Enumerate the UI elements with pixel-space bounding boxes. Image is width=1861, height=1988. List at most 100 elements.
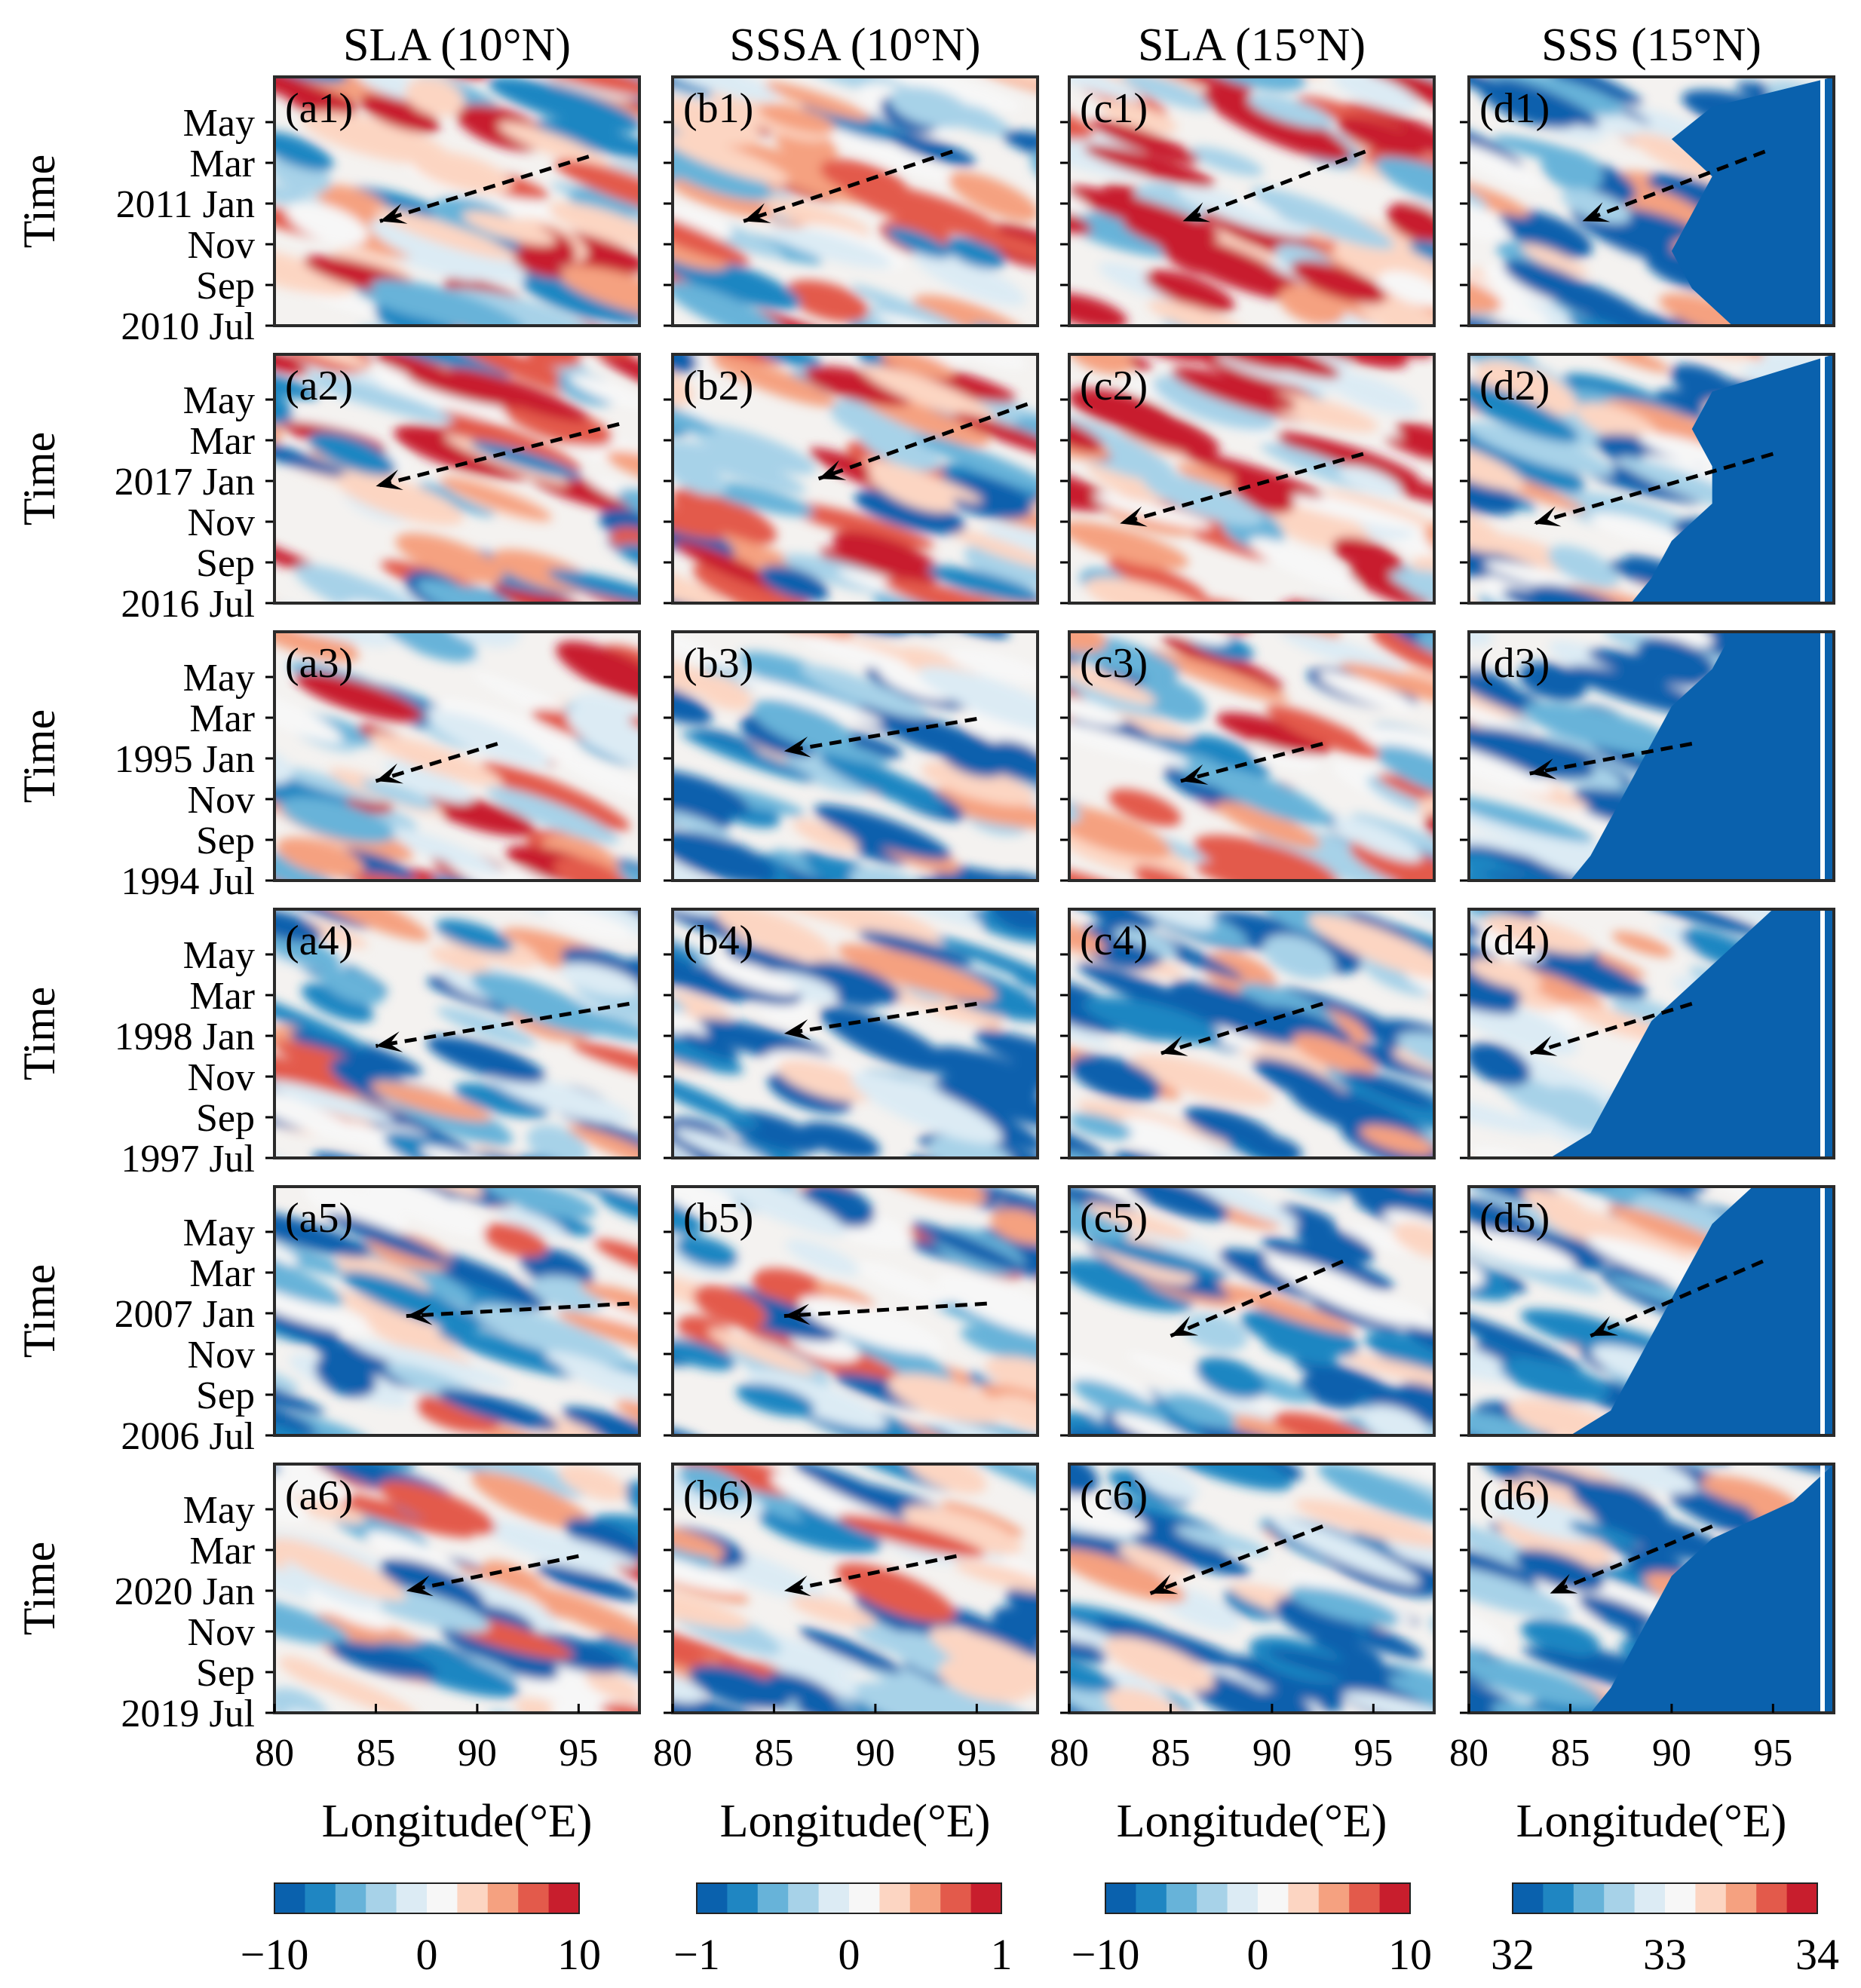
field-blob (1393, 1222, 1434, 1258)
colorbar-segment (1634, 1883, 1666, 1913)
field-blob (1389, 571, 1434, 603)
field-blob (519, 270, 639, 325)
propagation-arrow-line (1119, 452, 1364, 525)
field-blob (1069, 719, 1189, 767)
field-blob (673, 367, 694, 407)
field-blob (1344, 1224, 1420, 1255)
field-blob (1130, 77, 1253, 93)
field-blob (954, 225, 1038, 274)
colorbar-tick-label: −1 (673, 1930, 720, 1979)
field-blob (307, 1588, 390, 1630)
field-blob (430, 409, 581, 473)
colorbar-tick-label: 10 (1388, 1930, 1432, 1979)
y-tick-label: Nov (187, 1056, 255, 1099)
field-blob (405, 78, 465, 117)
colorbar-segment (1695, 1883, 1727, 1913)
field-blob (885, 77, 1022, 112)
field-blob (316, 185, 393, 227)
field-blob (471, 441, 582, 479)
field-blob (1659, 293, 1774, 326)
field-blob (710, 354, 836, 407)
field-blob (736, 1383, 815, 1417)
field-blob (426, 1036, 546, 1083)
field-blob (1385, 437, 1434, 478)
panel-label: (b2) (683, 363, 753, 409)
colorbar-segment (1318, 1883, 1350, 1913)
y-tick-label: May (183, 1211, 255, 1254)
field-blob (1100, 100, 1177, 133)
field-blob (1375, 745, 1434, 799)
y-tick-label: Sep (196, 1652, 255, 1695)
field-blob (1069, 1411, 1180, 1435)
field-blob (497, 1206, 566, 1238)
colorbar-tick-label: 32 (1491, 1930, 1534, 1979)
column-titles: SLA (10°N) SSSA (10°N) SLA (15°N) SSS (15°N… (343, 20, 1761, 71)
field-blob (1311, 1298, 1403, 1332)
field-blob (1565, 666, 1633, 697)
field-blob (1253, 1187, 1344, 1201)
field-blob (694, 674, 753, 711)
y-tick-label: May (183, 1489, 255, 1532)
field-blob (673, 1187, 737, 1213)
colorbar-segment (1197, 1883, 1228, 1913)
field-blob (581, 1282, 639, 1328)
y-tick-label: Mar (189, 975, 255, 1018)
field-blob (306, 374, 454, 423)
field-blob (1069, 521, 1189, 569)
field-blob (1469, 138, 1545, 189)
panel-label: (d6) (1479, 1472, 1550, 1519)
field-blob (914, 433, 1038, 495)
field-blob (1300, 1373, 1362, 1409)
field-blob (564, 1518, 639, 1561)
field-blob (1469, 1597, 1507, 1649)
field-blob (768, 1071, 853, 1113)
field-blob (992, 1394, 1038, 1430)
field-blob (1590, 513, 1685, 547)
x-axis-label: Longitude(°E) (720, 1796, 991, 1847)
field-blob (1069, 1054, 1162, 1102)
field-blob (1190, 146, 1264, 176)
field-blob (1347, 1071, 1434, 1110)
propagation-arrow-line (376, 1001, 630, 1048)
propagation-arrow-line (783, 1001, 977, 1036)
field-blob (1584, 354, 1670, 373)
field-blob (737, 675, 883, 725)
field-blob (384, 760, 474, 804)
field-blob (437, 1389, 559, 1431)
field-blob (1241, 1133, 1303, 1158)
field-blob (1275, 432, 1420, 482)
field-blob (1165, 1393, 1237, 1429)
colorbar-segment (1349, 1883, 1381, 1913)
field-blob (1121, 77, 1213, 111)
field-blob (1131, 1054, 1274, 1106)
y-tick-label: Nov (187, 1611, 255, 1654)
field-blob (707, 957, 799, 996)
field-blob (1383, 126, 1434, 168)
field-blob (330, 1640, 437, 1679)
field-blob (946, 648, 1038, 683)
field-blob (673, 390, 717, 433)
x-tick-label: 90 (856, 1732, 895, 1775)
low-salinity-region (1570, 632, 1834, 881)
field-blob (395, 533, 504, 584)
field-blob (1145, 270, 1235, 312)
panel-frame (273, 1463, 641, 1714)
field-blob (838, 1513, 986, 1558)
y-tick-label: 1995 Jan (115, 738, 255, 781)
field-blob (707, 1328, 816, 1375)
y-tick-label: 2011 Jan (116, 183, 255, 226)
panel-label: (d1) (1479, 85, 1550, 132)
field-blob (714, 909, 835, 963)
field-blob (559, 1464, 627, 1501)
field-blob (679, 1465, 750, 1503)
field-blob (1469, 354, 1519, 367)
x-tick-label: 90 (458, 1732, 497, 1775)
field-blob (858, 427, 942, 471)
field-blob (1469, 958, 1518, 1015)
field-blob (308, 432, 397, 476)
field-blob (1357, 1382, 1434, 1426)
propagation-arrow-line (1149, 1524, 1324, 1595)
panel-frame (1467, 1185, 1835, 1437)
propagation-arrow-head (1180, 764, 1209, 785)
field-blob (692, 561, 808, 603)
